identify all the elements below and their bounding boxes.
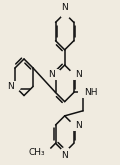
Text: N: N [75, 70, 81, 79]
Text: N: N [61, 151, 68, 160]
Text: N: N [75, 120, 81, 130]
Text: N: N [61, 3, 68, 12]
Text: CH₃: CH₃ [29, 148, 45, 157]
Text: N: N [48, 70, 55, 79]
Text: N: N [7, 82, 14, 91]
Text: NH: NH [84, 88, 98, 97]
